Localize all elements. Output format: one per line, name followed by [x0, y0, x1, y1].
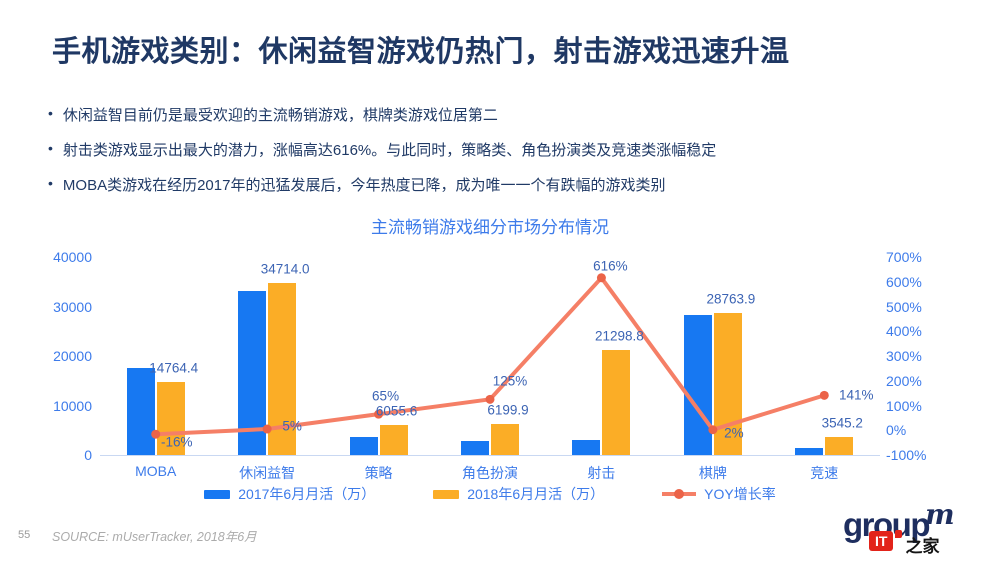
bullet-text: 休闲益智目前仍是最受欢迎的主流畅销游戏，棋牌类游戏位居第二 — [62, 107, 498, 124]
yoy-pct-label: 125% — [492, 373, 528, 389]
right-axis-tick: 600% — [886, 273, 922, 290]
bar-2018 — [825, 437, 854, 455]
bullet-dot-icon: • — [48, 105, 53, 121]
left-axis-tick: 20000 — [53, 348, 92, 364]
category-label: MOBA — [135, 463, 177, 479]
ithome-quote-icon — [895, 530, 903, 538]
left-axis-tick: 10000 — [53, 397, 92, 414]
bullet-text: 射击类游戏显示出最大的潜力，涨幅高达616%。与此同时，策略类、角色扮演类及竞速… — [62, 142, 717, 159]
right-axis-tick: -100% — [886, 447, 927, 463]
legend-label-2018: 2018年6月月活（万） — [467, 486, 605, 502]
category-label: 竞速 — [810, 465, 839, 481]
bar-2018 — [491, 424, 519, 455]
category-label: 策略 — [364, 465, 393, 481]
chart-title: 主流畅销游戏细分市场分布情况 — [371, 218, 609, 237]
legend-swatch-yoy-dot — [674, 489, 685, 499]
category-label: 棋牌 — [698, 465, 727, 481]
right-axis-tick: 200% — [886, 372, 922, 389]
ithome-it-badge: IT — [869, 531, 894, 551]
yoy-pct-label: 616% — [593, 258, 628, 274]
bar-2017 — [349, 436, 378, 455]
yoy-pct-label: -16% — [160, 434, 193, 450]
legend-item-2017: 2017年6月月活（万） — [204, 484, 375, 504]
value-label: 21298.8 — [595, 328, 644, 344]
legend-label-2017: 2017年6月月活（万） — [238, 486, 376, 502]
bar-2018 — [602, 349, 631, 455]
bar-2017 — [461, 441, 489, 455]
yoy-pct-label: 65% — [372, 388, 400, 404]
left-axis-tick: 30000 — [53, 298, 92, 315]
bullet-text: MOBA类游戏在经历2017年的迅猛发展后，今年热度已降，成为唯一一个有跌幅的游… — [62, 177, 666, 194]
yoy-point — [596, 273, 606, 283]
yoy-point — [819, 390, 829, 400]
ithome-home-text: 之家 — [905, 537, 940, 557]
chart-legend: 2017年6月月活（万） 2018年6月月活（万） YOY增长率 — [100, 484, 880, 504]
yoy-pct-label: 5% — [282, 418, 302, 434]
left-axis: 40000 30000 20000 10000 0 — [24, 249, 92, 463]
bar-2017 — [238, 291, 267, 455]
legend-item-yoy: YOY增长率 — [662, 484, 776, 504]
value-label: 34714.0 — [260, 261, 310, 277]
bar-2017 — [795, 447, 824, 455]
legend-item-2018: 2018年6月月活（万） — [433, 484, 604, 504]
legend-label-yoy: YOY增长率 — [704, 486, 776, 502]
value-label: 14764.4 — [149, 360, 199, 376]
right-axis: 700% 600% 500% 400% 300% 200% 100% 0% -100% — [886, 249, 956, 463]
legend-swatch-yoy-line — [662, 489, 697, 499]
source-note: SOURCE: mUserTracker, 2018年6月 — [52, 530, 257, 544]
yoy-pct-label: 2% — [724, 425, 744, 441]
right-axis-tick: 700% — [886, 249, 922, 265]
bullet-dot-icon: • — [48, 140, 53, 156]
chart-plot-area: 14764.4 34714.0 6055.6 6199.9 21298.8 28763.9… — [100, 257, 880, 481]
value-label: 6199.9 — [487, 402, 529, 418]
left-axis-tick: 40000 — [53, 249, 92, 265]
yoy-line-chart — [151, 273, 829, 439]
category-label: 射击 — [587, 465, 616, 481]
ithome-watermark: IT 之家 — [869, 530, 940, 557]
bar-2018 — [379, 425, 408, 455]
right-axis-tick: 400% — [886, 323, 922, 340]
right-axis-tick: 100% — [886, 397, 922, 414]
logo-m-text: m — [924, 498, 955, 531]
category-label: 休闲益智 — [239, 465, 296, 481]
right-axis-tick: 300% — [886, 348, 922, 364]
page-title: 手机游戏类别：休闲益智游戏仍热门，射击游戏迅速升温 — [52, 36, 790, 68]
left-axis-tick: 0 — [84, 447, 92, 463]
category-label: 角色扮演 — [462, 465, 518, 481]
value-label: 28763.9 — [706, 291, 756, 307]
bar-2017 — [683, 315, 712, 455]
groupm-logo: groupm IT 之家 — [843, 498, 995, 560]
page-number: 55 — [18, 529, 31, 541]
right-axis-tick: 500% — [886, 298, 922, 315]
right-axis-tick: 0% — [886, 422, 907, 439]
value-label: 3545.2 — [821, 415, 863, 431]
bullet-item: • MOBA类游戏在经历2017年的迅猛发展后，今年热度已降，成为唯一一个有跌幅… — [48, 174, 716, 195]
bullet-dot-icon: • — [48, 175, 53, 191]
legend-swatch-2017 — [204, 489, 231, 499]
bullet-item: • 休闲益智目前仍是最受欢迎的主流畅销游戏，棋牌类游戏位居第二 — [48, 104, 716, 125]
value-label: 6055.6 — [375, 403, 418, 419]
bullet-list: • 休闲益智目前仍是最受欢迎的主流畅销游戏，棋牌类游戏位居第二 • 射击类游戏显… — [48, 104, 716, 209]
yoy-pct-label: 141% — [839, 387, 874, 403]
bullet-item: • 射击类游戏显示出最大的潜力，涨幅高达616%。与此同时，策略类、角色扮演类及… — [48, 139, 716, 160]
bar-2017 — [572, 440, 601, 455]
bar-2017 — [126, 368, 155, 455]
legend-swatch-2018 — [433, 489, 460, 499]
